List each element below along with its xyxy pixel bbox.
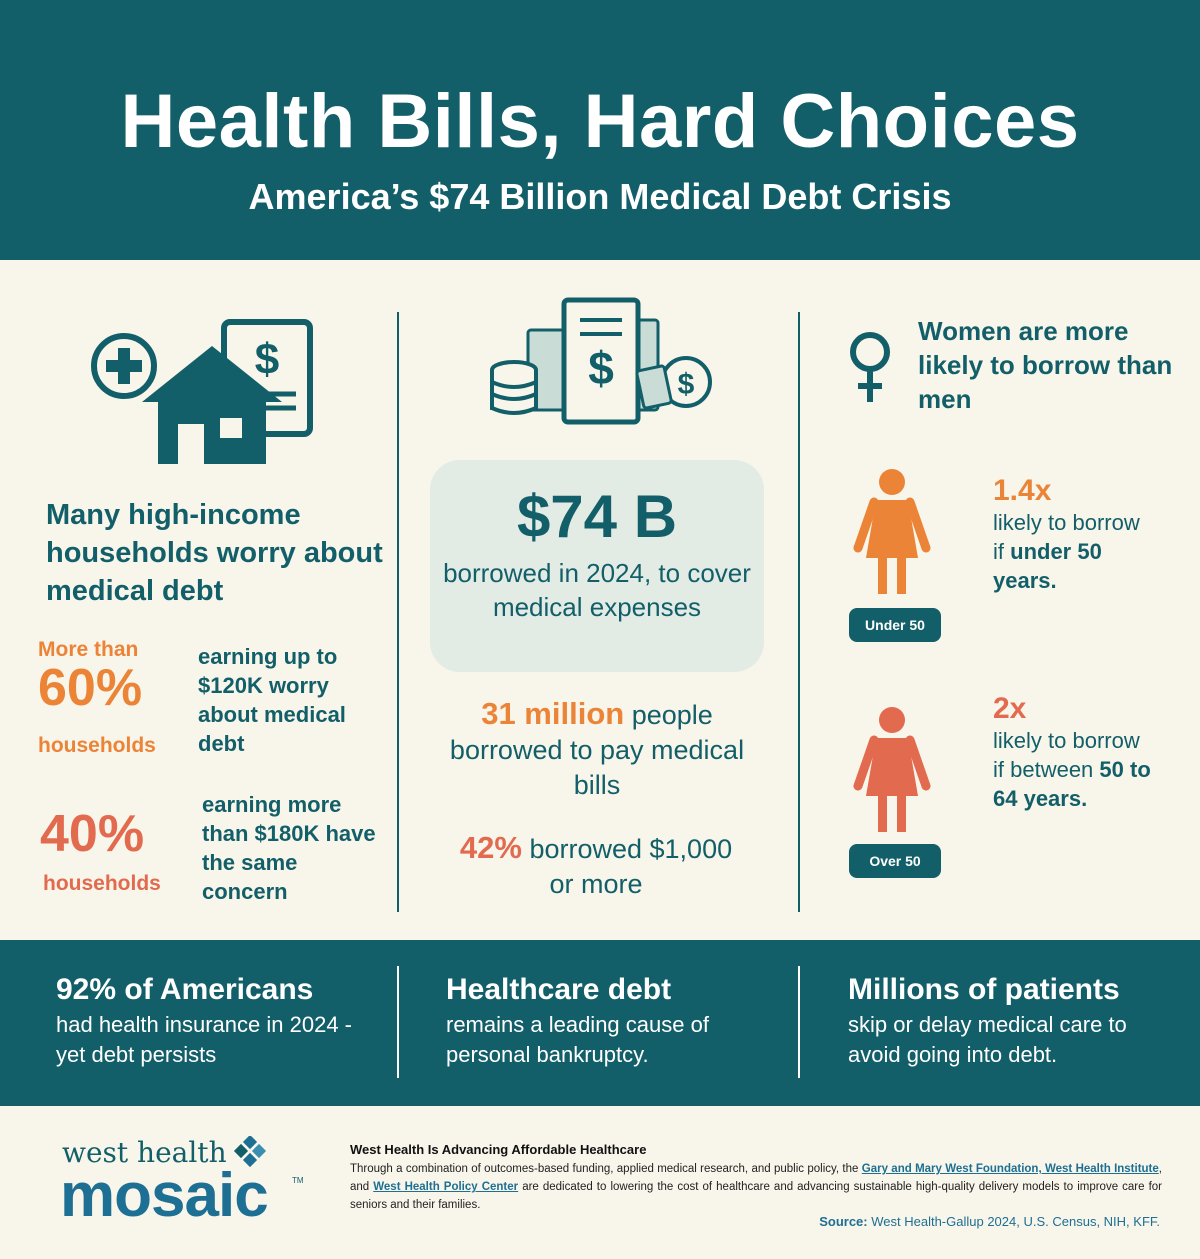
fact-bankruptcy: Healthcare debt remains a leading cause …: [446, 972, 776, 1070]
svg-text:$: $: [255, 335, 279, 384]
multiplier-2x: 2x: [993, 692, 1027, 725]
stat-31-value: 31 million: [481, 696, 625, 731]
stat-42-value: 42%: [459, 830, 522, 865]
amount-value: $74 B: [516, 483, 678, 550]
stat-42-text: borrowed $1,000 or more: [529, 834, 733, 899]
fact-bankruptcy-text: remains a leading cause of personal bank…: [446, 1012, 709, 1067]
multiplier-2-text-a: likely to borrow if between: [993, 728, 1140, 782]
footer-text-part: Through a combination of outcomes-based …: [350, 1163, 862, 1175]
page-title: Health Bills, Hard Choices: [120, 79, 1080, 164]
fact-delay-care-title: Millions of patients: [848, 973, 1120, 1006]
multiplier-1-4x: 1.4x: [993, 474, 1052, 507]
stat-40-suffix: households: [43, 872, 161, 895]
amount-desc: borrowed in 2024, to cover medical expen…: [443, 558, 751, 622]
page-subtitle: America’s $74 Billion Medical Debt Crisi…: [248, 176, 952, 217]
stat-40-value: 40%: [40, 805, 145, 863]
multiplier-2-text-b: 50 to 64 years.: [993, 757, 1151, 811]
woman-figure-icon: [853, 469, 931, 594]
house-medical-bill-icon: $: [91, 319, 313, 464]
money-bill-coins-icon: $ $: [490, 297, 712, 425]
footer-text: Through a combination of outcomes-based …: [350, 1160, 1162, 1214]
fact-delay-care-text: skip or delay medical care to avoid goin…: [848, 1012, 1127, 1067]
header-banner: Health Bills, Hard Choices America’s $74…: [0, 0, 1200, 260]
footer-text-part: are dedicated to lowering the cost of he…: [350, 1181, 1162, 1211]
band-divider: [397, 966, 399, 1078]
fact-insurance-text: had health insurance in 2024 - yet debt …: [56, 1012, 352, 1067]
left-heading: Many high-income households worry about …: [46, 499, 383, 607]
woman-figure-icon: [853, 707, 931, 832]
footer: west health mosaic TM West Health Is Adv…: [0, 1106, 1200, 1259]
link-west-policy-center[interactable]: West Health Policy Center: [373, 1181, 519, 1193]
stat-40-desc: earning more than $180K have the same co…: [202, 792, 376, 904]
logo-mosaic: mosaic: [60, 1161, 269, 1230]
multiplier-1-text-a: likely to borrow if: [993, 510, 1140, 564]
source-label: Source:: [819, 1214, 868, 1229]
stat-31-million: 31 million people borrowed to pay medica…: [430, 696, 764, 803]
svg-text:$: $: [678, 368, 695, 401]
fact-delay-care: Millions of patients skip or delay medic…: [848, 972, 1168, 1070]
stat-60-suffix: households: [38, 734, 156, 757]
badge-over-50: Over 50: [849, 844, 941, 878]
source-citation: Source: West Health-Gallup 2024, U.S. Ce…: [819, 1214, 1160, 1229]
logo-west-health: west health: [62, 1136, 227, 1169]
fact-insurance: 92% of Americans had health insurance in…: [56, 972, 376, 1070]
footer-text-part: , and: [350, 1163, 1162, 1193]
stat-42-percent: 42% borrowed $1,000 or more: [446, 830, 746, 902]
column-divider: [397, 312, 399, 912]
main-content: $ Many high-income households worry abou…: [0, 260, 1200, 940]
logo-diamond-icon: [233, 1136, 267, 1168]
amount-box: $74 B borrowed in 2024, to cover medical…: [430, 460, 764, 672]
female-symbol-icon: [850, 332, 890, 402]
multiplier-1-desc: likely to borrow if under 50 years.: [993, 508, 1153, 595]
fact-bankruptcy-title: Healthcare debt: [446, 973, 672, 1006]
stat-31-text: people borrowed to pay medical bills: [449, 700, 745, 800]
stat-60-value: 60%: [38, 659, 143, 717]
badge-under-50: Under 50: [849, 608, 941, 642]
multiplier-1-text-b: under 50 years.: [993, 539, 1102, 593]
logo-trademark: TM: [292, 1176, 304, 1185]
right-heading: Women are more likely to borrow than men: [918, 316, 1173, 414]
band-divider: [798, 966, 800, 1078]
link-west-foundation[interactable]: Gary and Mary West Foundation, West Heal…: [861, 1163, 1159, 1175]
footer-title: West Health Is Advancing Affordable Heal…: [350, 1142, 647, 1157]
stat-60-desc: earning up to $120K worry about medical …: [198, 644, 346, 756]
facts-band: 92% of Americans had health insurance in…: [0, 940, 1200, 1106]
column-divider: [798, 312, 800, 912]
source-text: West Health-Gallup 2024, U.S. Census, NI…: [867, 1214, 1160, 1229]
fact-insurance-title: 92% of Americans: [56, 973, 314, 1006]
multiplier-2-desc: likely to borrow if between 50 to 64 yea…: [993, 726, 1153, 813]
svg-text:$: $: [588, 342, 614, 394]
stat-60-prefix: More than: [38, 638, 139, 661]
